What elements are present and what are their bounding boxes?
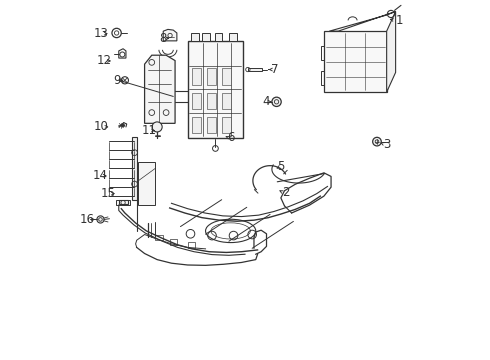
Bar (192, 68, 201, 85)
Text: 3: 3 (383, 138, 391, 150)
Bar (188, 242, 195, 248)
Text: 9: 9 (113, 74, 121, 87)
Circle shape (122, 124, 124, 127)
Text: 1: 1 (395, 14, 403, 27)
Bar (191, 33, 199, 41)
Bar (207, 68, 216, 85)
Polygon shape (387, 12, 395, 92)
Bar (207, 117, 216, 134)
Bar (215, 33, 222, 41)
Text: 7: 7 (270, 63, 278, 76)
Polygon shape (329, 12, 395, 31)
Text: 11: 11 (142, 124, 156, 137)
Text: 14: 14 (92, 169, 107, 182)
Bar (155, 234, 163, 240)
Circle shape (97, 216, 104, 223)
Bar (202, 33, 210, 41)
Polygon shape (138, 162, 155, 205)
Polygon shape (163, 30, 177, 41)
Bar (324, 31, 387, 92)
Circle shape (152, 122, 162, 132)
Bar (170, 239, 177, 244)
Text: 12: 12 (97, 54, 112, 67)
Text: 2: 2 (283, 186, 290, 199)
Bar (132, 137, 137, 200)
Text: 6: 6 (228, 131, 235, 144)
Text: 8: 8 (159, 32, 166, 45)
Bar (188, 41, 243, 138)
Text: 10: 10 (94, 121, 109, 134)
Bar (207, 93, 216, 109)
Bar (229, 33, 237, 41)
Polygon shape (145, 55, 175, 123)
Circle shape (272, 97, 281, 107)
Bar (248, 68, 262, 71)
Bar (222, 68, 231, 85)
Circle shape (373, 137, 381, 146)
Text: 4: 4 (262, 95, 270, 108)
Text: 15: 15 (100, 187, 116, 200)
Text: 13: 13 (94, 27, 108, 40)
Bar (222, 117, 231, 134)
Polygon shape (116, 200, 130, 205)
Bar (192, 117, 201, 134)
Text: 16: 16 (80, 213, 95, 226)
Bar (222, 93, 231, 109)
Bar (192, 93, 201, 109)
Text: 5: 5 (277, 160, 285, 173)
